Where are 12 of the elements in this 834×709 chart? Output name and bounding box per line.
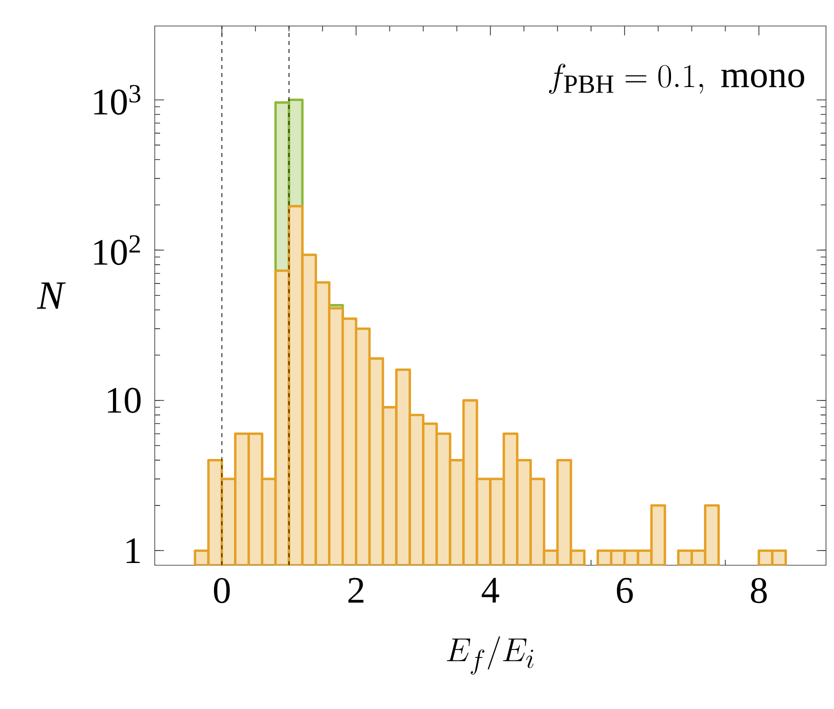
x-tick-label: 6: [616, 578, 633, 604]
x-tick-label: 8: [750, 578, 767, 604]
y-tick-label: 10$^{2}$: [94, 235, 140, 265]
x-axis-title: $E_f/E_i$: [446, 636, 534, 675]
y-tick-label: 1: [126, 538, 140, 564]
y-axis-title: N: [36, 282, 66, 309]
x-tick-label: 0: [214, 578, 230, 604]
x-tick-label: 2: [348, 578, 364, 603]
y-tick-label: 10: [108, 388, 141, 414]
y-tick-label: 10$^{3}$: [94, 85, 140, 115]
annotation: $f_{\mathrm{PBH}}=0.1,\ \mathrm{mono}$: [548, 64, 804, 94]
x-tick-label: 4: [482, 578, 500, 603]
